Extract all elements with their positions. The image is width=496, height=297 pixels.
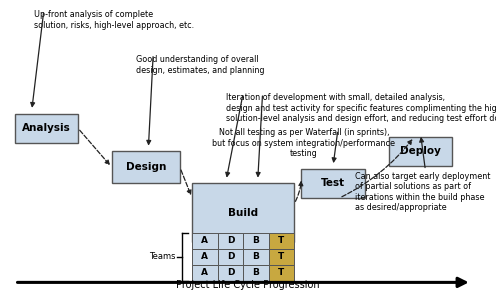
- FancyBboxPatch shape: [112, 151, 180, 184]
- Text: B: B: [252, 268, 259, 277]
- FancyBboxPatch shape: [389, 137, 452, 166]
- Text: D: D: [227, 252, 234, 261]
- FancyBboxPatch shape: [269, 265, 294, 281]
- Text: T: T: [278, 268, 285, 277]
- Text: Test: Test: [321, 178, 345, 188]
- Text: A: A: [201, 236, 208, 245]
- FancyBboxPatch shape: [243, 265, 269, 281]
- Text: D: D: [227, 268, 234, 277]
- Text: A: A: [201, 268, 208, 277]
- Text: Good understanding of overall
design, estimates, and planning: Good understanding of overall design, es…: [136, 55, 265, 75]
- Text: B: B: [252, 252, 259, 261]
- Text: Teams: Teams: [149, 252, 175, 261]
- Text: B: B: [252, 236, 259, 245]
- FancyBboxPatch shape: [192, 249, 218, 265]
- FancyBboxPatch shape: [269, 249, 294, 265]
- Text: Analysis: Analysis: [22, 123, 70, 133]
- FancyBboxPatch shape: [218, 233, 243, 249]
- FancyBboxPatch shape: [302, 169, 365, 198]
- Text: T: T: [278, 236, 285, 245]
- Text: Design: Design: [125, 162, 166, 173]
- FancyBboxPatch shape: [15, 113, 78, 143]
- Text: Project Life Cycle Progression: Project Life Cycle Progression: [176, 280, 320, 290]
- FancyBboxPatch shape: [192, 184, 294, 242]
- Text: Up-front analysis of complete
solution, risks, high-level approach, etc.: Up-front analysis of complete solution, …: [34, 10, 194, 30]
- Text: D: D: [227, 236, 234, 245]
- FancyBboxPatch shape: [218, 249, 243, 265]
- Text: Iteration of development with small, detailed analysis,
design and test activity: Iteration of development with small, det…: [226, 93, 496, 123]
- FancyBboxPatch shape: [192, 233, 218, 249]
- Text: Build: Build: [228, 208, 258, 217]
- FancyBboxPatch shape: [243, 249, 269, 265]
- Text: Can also target early deployment
of partial solutions as part of
iterations with: Can also target early deployment of part…: [355, 172, 491, 212]
- Text: Not all testing as per Waterfall (in sprints),
but focus on system integration/p: Not all testing as per Waterfall (in spr…: [212, 128, 395, 158]
- FancyBboxPatch shape: [269, 233, 294, 249]
- Text: Deploy: Deploy: [400, 146, 441, 157]
- Text: A: A: [201, 252, 208, 261]
- FancyBboxPatch shape: [243, 233, 269, 249]
- FancyBboxPatch shape: [218, 265, 243, 281]
- Text: T: T: [278, 252, 285, 261]
- FancyBboxPatch shape: [192, 265, 218, 281]
